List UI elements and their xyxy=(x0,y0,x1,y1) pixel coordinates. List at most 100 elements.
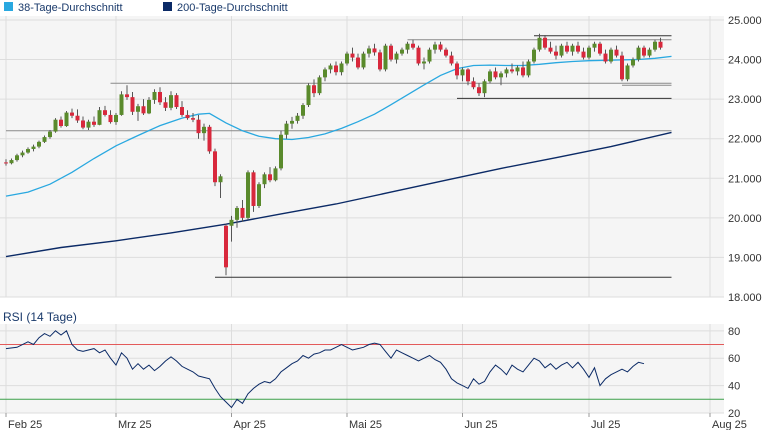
x-tick-label: Aug 25 xyxy=(712,419,747,430)
candle-body xyxy=(229,219,234,226)
candle xyxy=(416,45,421,66)
candle xyxy=(482,79,487,98)
candle xyxy=(4,159,8,166)
legend-label-ma38: 38-Tage-Durchschnitt xyxy=(18,2,123,14)
candle-body xyxy=(378,52,382,70)
candle xyxy=(295,112,300,124)
price-tick-label: 21.000 xyxy=(728,173,762,185)
candle-body xyxy=(422,61,426,64)
candle-body xyxy=(477,87,481,94)
support-resistance-lines xyxy=(6,35,672,278)
candle xyxy=(64,110,69,127)
candle xyxy=(400,47,404,56)
candle xyxy=(356,53,360,70)
candle xyxy=(570,43,575,56)
rsi-line xyxy=(5,330,645,409)
rsi-tick-label: 80 xyxy=(728,326,740,338)
candle-body xyxy=(48,131,52,138)
candle xyxy=(444,47,448,58)
candle xyxy=(152,89,157,104)
candle-body xyxy=(317,77,322,94)
candle xyxy=(119,91,124,116)
candle-body xyxy=(658,41,663,48)
rsi-line-layer xyxy=(5,330,645,409)
candle-body xyxy=(301,105,305,116)
candle xyxy=(455,61,459,80)
candle-body xyxy=(273,168,278,181)
candle xyxy=(389,43,393,62)
candle xyxy=(565,41,569,54)
candle-body xyxy=(400,49,404,54)
candle xyxy=(301,103,305,119)
legend-label-ma200: 200-Tage-Durchschnitt xyxy=(177,2,288,14)
ma38-line xyxy=(5,55,672,197)
candle-body xyxy=(70,112,74,116)
candle xyxy=(592,41,597,52)
candle xyxy=(37,140,41,149)
candle xyxy=(317,75,322,96)
candle-body xyxy=(323,69,327,78)
candle-body xyxy=(97,110,102,125)
candle xyxy=(169,91,173,111)
candle-body xyxy=(246,172,250,218)
candle xyxy=(378,49,382,72)
candle-body xyxy=(482,81,487,94)
candle-body xyxy=(185,114,190,119)
candle xyxy=(213,148,217,187)
rsi-panel xyxy=(0,324,724,413)
rsi-grid xyxy=(0,324,724,414)
candle xyxy=(163,97,168,111)
candle xyxy=(515,65,520,76)
candle xyxy=(86,119,91,130)
candle xyxy=(273,166,278,182)
x-axis: Feb 25 Mrz 25 Apr 25 Mai 25 Jun 25 Jul 25 Aug … xyxy=(5,413,747,430)
candle-body xyxy=(26,148,30,153)
candle-body xyxy=(576,45,580,52)
candle xyxy=(653,39,657,52)
candle-body xyxy=(42,137,47,142)
candle xyxy=(246,170,250,220)
candle xyxy=(196,114,201,139)
legend-swatch-ma200 xyxy=(163,2,172,11)
candle-body xyxy=(75,115,80,121)
candle-body xyxy=(345,53,349,64)
candle-body xyxy=(119,94,124,115)
candle-body xyxy=(20,152,25,156)
candle xyxy=(411,39,415,50)
candle xyxy=(631,57,635,68)
candle xyxy=(548,41,553,54)
candle xyxy=(405,41,410,54)
price-tick-label: 18.000 xyxy=(728,292,762,304)
candle xyxy=(268,167,272,183)
candle xyxy=(75,109,80,123)
candle-body xyxy=(603,53,608,62)
candle xyxy=(290,116,294,129)
candle-body xyxy=(15,155,19,161)
candle-body xyxy=(339,63,344,73)
candle-body xyxy=(213,151,217,183)
candle-body xyxy=(444,49,448,56)
candle-body xyxy=(653,41,657,50)
candle xyxy=(521,61,525,78)
candle xyxy=(642,45,646,58)
candle-body xyxy=(257,184,261,206)
candle xyxy=(15,153,19,162)
candle xyxy=(81,116,85,130)
candle xyxy=(20,150,25,158)
candle-body xyxy=(334,65,338,73)
rsi-tick-label: 60 xyxy=(728,353,740,365)
candle xyxy=(174,93,179,110)
candle-body xyxy=(383,45,388,70)
candle xyxy=(609,47,613,64)
candle xyxy=(504,67,509,78)
candle xyxy=(422,57,426,70)
candle xyxy=(614,45,619,58)
candle xyxy=(284,120,289,139)
candle xyxy=(125,85,129,100)
candle xyxy=(350,47,355,62)
x-tick-label: Apr 25 xyxy=(234,419,266,430)
candle-body xyxy=(543,37,547,48)
candle xyxy=(433,41,437,54)
candle xyxy=(306,83,311,108)
candle-body xyxy=(394,53,399,60)
